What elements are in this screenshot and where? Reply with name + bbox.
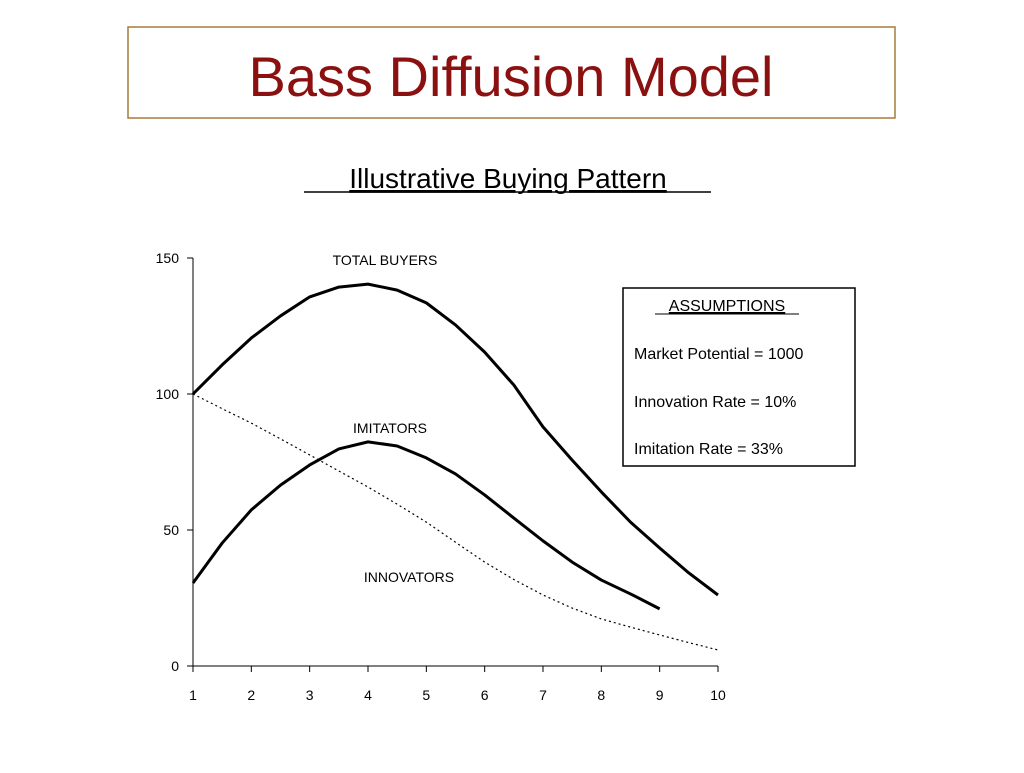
x-tick-label: 8: [597, 687, 605, 703]
assumption: Innovation Rate = 10%: [634, 394, 796, 411]
assumptions-box: [622, 287, 856, 467]
y-tick-label: 0: [171, 658, 179, 674]
x-tick-label: 10: [710, 687, 726, 703]
line: [192, 393, 719, 651]
title-box: [127, 26, 896, 119]
assumptions-title: ASSUMPTIONS: [669, 298, 785, 315]
y-tick-label: 50: [163, 522, 179, 538]
series-label: TOTAL BUYERS: [333, 252, 438, 268]
x-tick-label: 1: [189, 687, 197, 703]
x-tick-label: 2: [247, 687, 255, 703]
line: [191, 440, 661, 611]
assumption: Market Potential = 1000: [634, 346, 804, 363]
slide-title: Bass Diffusion Model: [249, 45, 774, 108]
y-tick-label: 150: [156, 250, 180, 266]
series-label: INNOVATORS: [364, 569, 454, 585]
x-tick-label: 9: [656, 687, 664, 703]
x-tick-label: 5: [422, 687, 430, 703]
y-tick-label: 100: [156, 386, 180, 402]
x-tick-label: 6: [481, 687, 489, 703]
assumption: Imitation Rate = 33%: [634, 441, 783, 458]
series-label: IMITATORS: [353, 420, 427, 436]
x-tick-label: 4: [364, 687, 372, 703]
x-tick-label: 7: [539, 687, 547, 703]
line: [191, 282, 719, 597]
x-tick-label: 3: [306, 687, 314, 703]
chart-title: Illustrative Buying Pattern: [349, 163, 667, 194]
